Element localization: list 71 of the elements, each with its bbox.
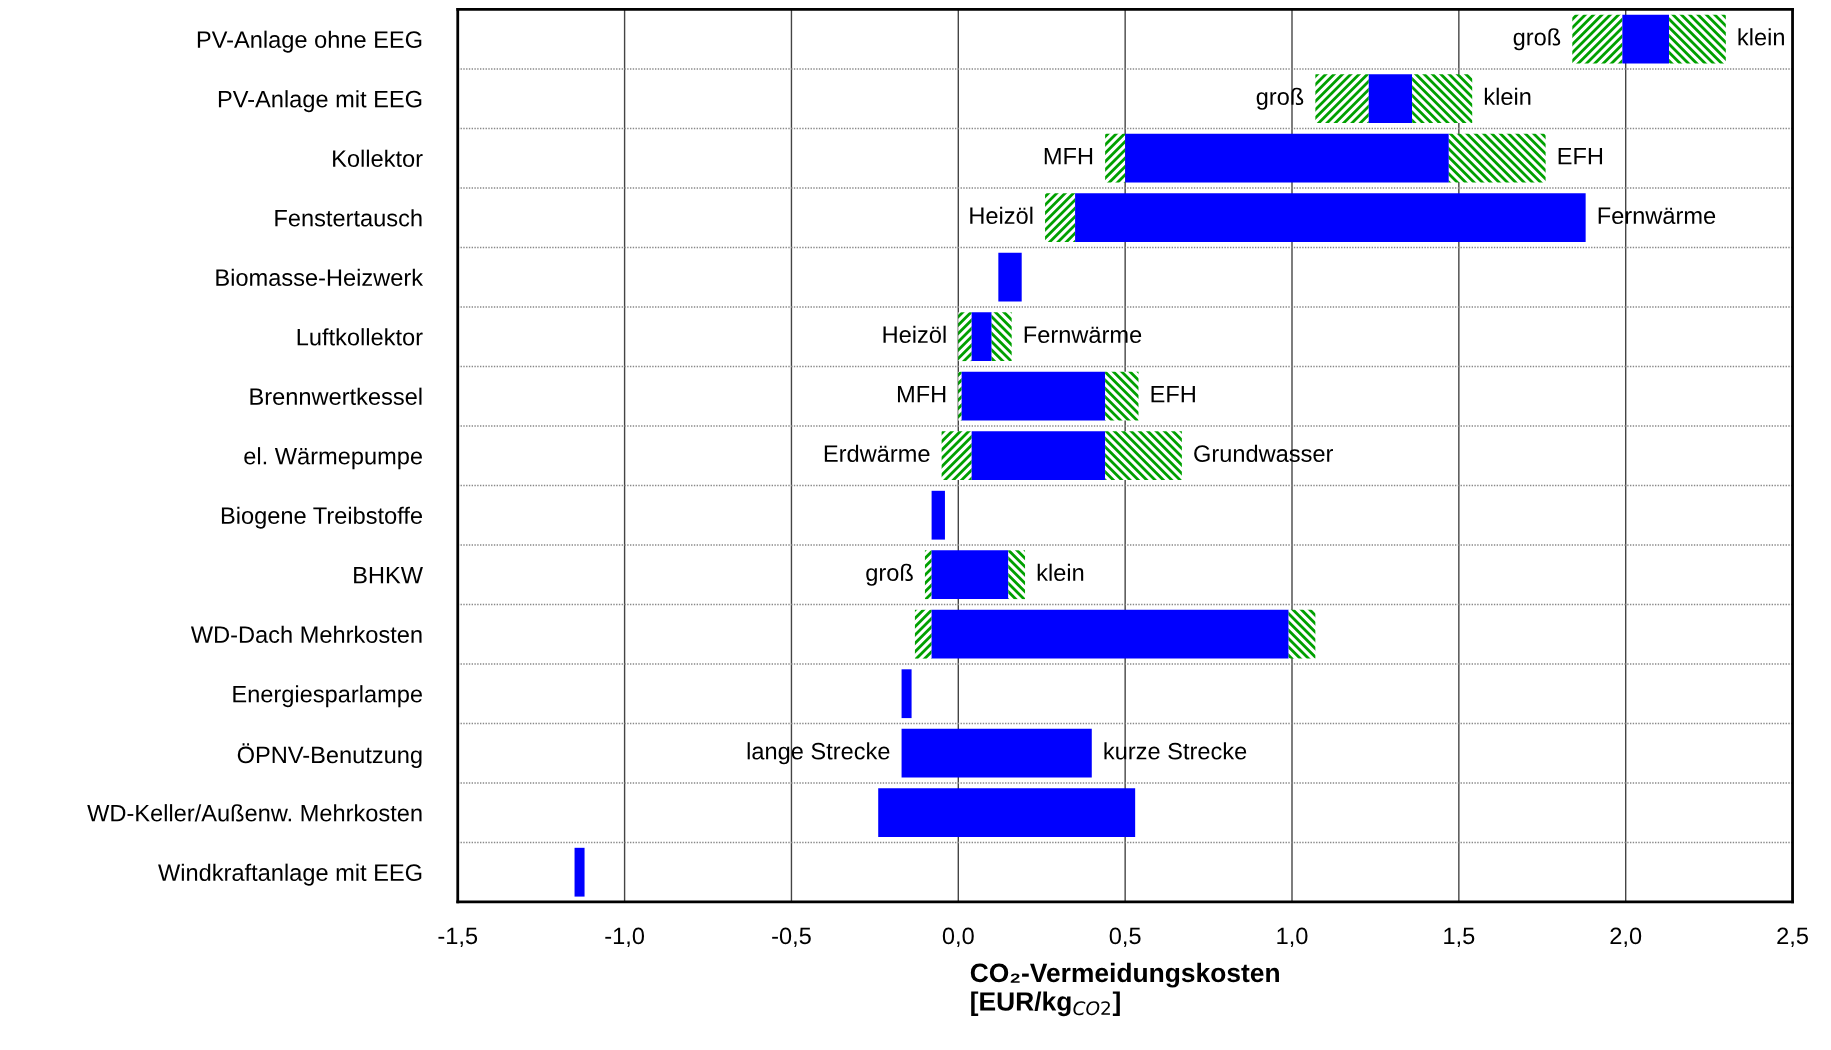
x-tick-label: -1,0 [605,927,645,948]
bar [1075,193,1586,243]
annotation: groß [1513,28,1561,51]
bar [1412,74,1473,124]
annotation: EFH [1558,148,1603,165]
y-tick-label: PV-Anlage mit EEG [218,90,422,113]
bar [971,431,1106,481]
annotation: Heizöl [883,325,946,344]
y-tick-label: Energiesparlampe [233,685,422,708]
bar [1105,133,1126,183]
x-tick-label: 0,0 [942,927,974,948]
y-tick-label: WD-Keller/Außenw. Mehrkosten [87,804,422,822]
bar [958,312,972,362]
bar [1315,74,1369,124]
annotation: groß [866,563,913,586]
y-tick-label: PV-Anlage ohne EEG [197,30,422,53]
bar [1622,14,1670,64]
bar [1288,609,1316,659]
bar [991,312,1012,362]
bar [878,788,1136,838]
bar [1105,431,1182,481]
bar [931,550,1009,600]
y-tick-label: Luftkollektor [297,328,423,346]
bar [1669,14,1726,64]
bar [1105,371,1139,421]
bar [1045,193,1076,243]
x-tick-label: 1,0 [1277,927,1308,948]
bar [914,609,932,659]
x-tick-label: -1,5 [438,927,478,948]
bar [1008,550,1026,600]
annotation: klein [1037,563,1084,582]
bar [1448,133,1546,183]
x-tick-label: -0,5 [772,927,811,948]
y-tick-label: BHKW [354,567,423,584]
annotation: Erdwärme [824,444,930,463]
annotation: MFH [897,386,946,403]
bar [901,728,1092,778]
bar [1572,14,1623,64]
y-tick-label: el. Wärmepumpe [244,447,422,470]
annotation: groß [1256,87,1304,110]
y-tick-label: Windkraftanlage mit EEG [158,863,422,886]
bar [931,490,945,540]
y-tick-label: Biogene Treibstoffe [221,506,422,529]
annotation: Heizöl [970,206,1033,225]
x-axis-title: CO₂-Vermeidungskosten [EUR/kg$_{CO2}$] [970,962,1279,1017]
bar [961,371,1106,421]
x-tick-label: 2,5 [1777,927,1808,948]
bar [574,847,585,897]
annotation: Grundwasser [1194,444,1334,463]
annotation: klein [1484,87,1531,106]
y-tick-label: WD-Dach Mehrkosten [190,625,422,643]
y-tick-label: ÖPNV-Benutzung [237,743,422,768]
y-tick-label: Kollektor [333,149,423,167]
bar [924,550,932,600]
x-tick-label: 0,5 [1109,927,1141,948]
bar [941,431,972,481]
annotation: MFH [1044,148,1093,165]
bar [1368,74,1413,124]
bar [998,252,1022,302]
annotation: klein [1738,28,1784,46]
y-tick-label: Brennwertkessel [250,387,422,405]
y-tick-label: Fenstertausch [275,209,422,227]
bar [958,371,962,421]
bar [931,609,1289,659]
annotation: EFH [1151,386,1195,403]
bar [971,312,992,362]
x-tick-label: 1,5 [1444,927,1475,948]
y-tick-label: Biomasse-Heizwerk [216,268,424,286]
bar [1125,133,1449,183]
bar [901,669,912,719]
x-tick-label: 2,0 [1610,927,1642,948]
